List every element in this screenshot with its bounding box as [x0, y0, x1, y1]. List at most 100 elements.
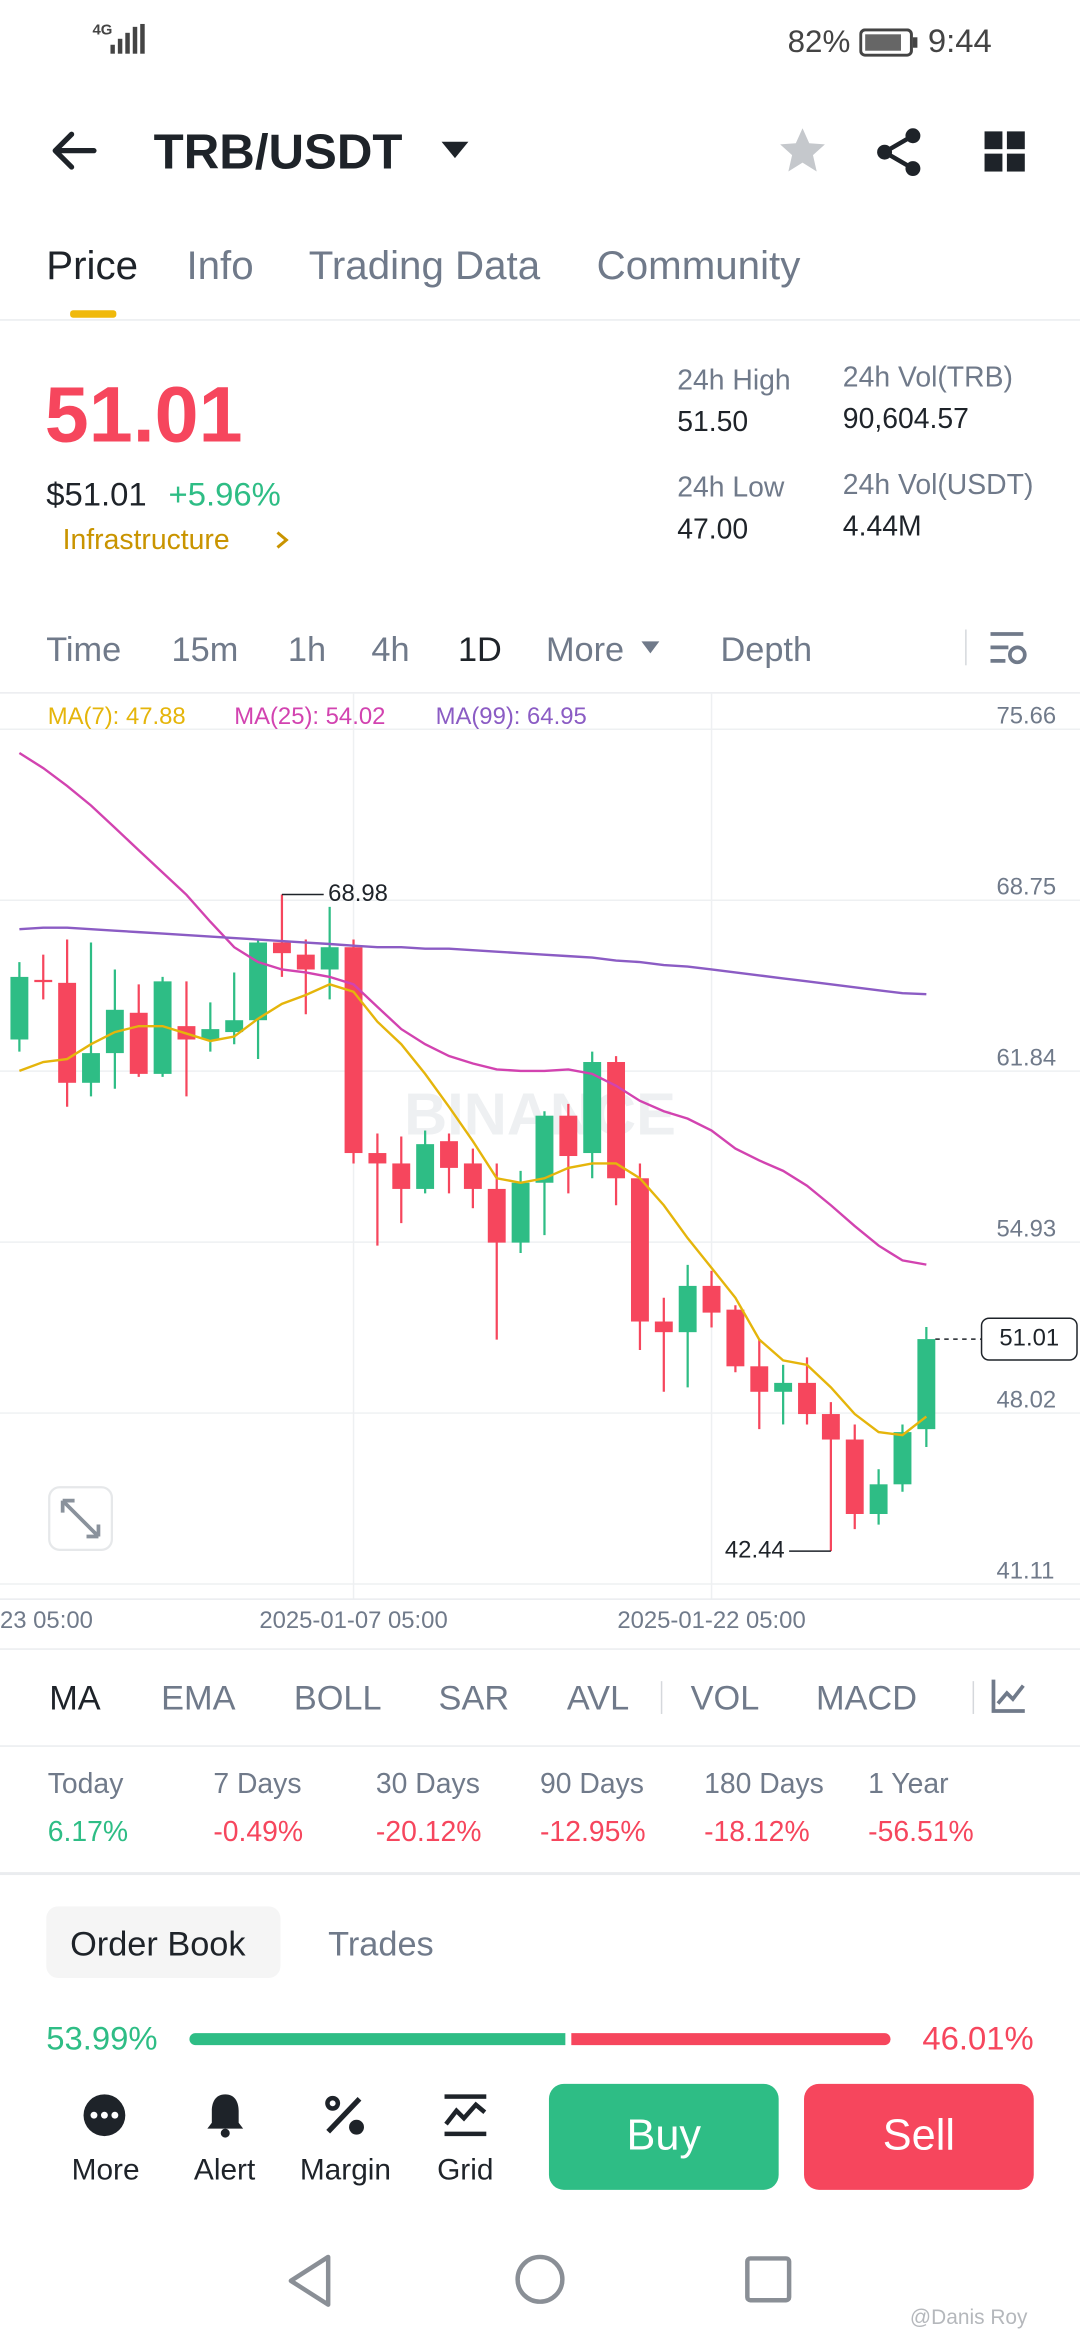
candle-body	[344, 947, 363, 1154]
nav-home[interactable]	[513, 2252, 570, 2309]
book-tab[interactable]: Trades	[328, 1924, 434, 1964]
interval[interactable]: 15m	[171, 629, 239, 669]
period-label: 180 Days	[704, 1769, 824, 1801]
divider	[0, 1648, 1080, 1650]
interval-active[interactable]: 1D	[457, 629, 502, 669]
candlestick-chart: BINANCE 75.6668.7561.8454.9348.0241.1120…	[0, 693, 1080, 1634]
y-tick-label: 68.75	[996, 874, 1056, 901]
chart-settings[interactable]	[988, 629, 1030, 668]
tab-pill[interactable]	[46, 1906, 281, 1978]
candle-body	[821, 1414, 840, 1440]
divider	[0, 692, 1080, 694]
y-tick-label: 61.84	[996, 1045, 1056, 1072]
nav-recent[interactable]	[744, 2255, 795, 2306]
action-label[interactable]: More	[71, 2154, 140, 2187]
tab[interactable]: Trading Data	[308, 243, 541, 288]
candle-body	[153, 981, 172, 1074]
interval[interactable]: Time	[46, 629, 122, 669]
period-change: -18.12%	[704, 1816, 810, 1849]
action-label[interactable]: Grid	[437, 2154, 494, 2187]
low-label: 42.44	[725, 1536, 785, 1563]
margin-icon[interactable]	[322, 2093, 367, 2138]
ma-legend: MA(25): 54.02	[234, 703, 385, 730]
tab-indicator	[70, 310, 117, 318]
indicator-active[interactable]: MA	[49, 1678, 101, 1717]
indicator[interactable]: MACD	[815, 1678, 917, 1717]
candle-body	[487, 1188, 506, 1243]
layout-button[interactable]	[984, 131, 1027, 173]
indicator-settings[interactable]	[990, 1678, 1026, 1714]
stat-value: 51.50	[677, 407, 749, 439]
pair-dropdown[interactable]	[440, 140, 470, 161]
period-label: 90 Days	[539, 1769, 644, 1801]
buy-ratio: 53.99%	[46, 2019, 158, 2058]
stat-value: 47.00	[677, 514, 749, 546]
candle-body	[798, 1382, 816, 1415]
candle-body	[607, 1062, 626, 1179]
clock: 9:44	[927, 22, 992, 60]
candle-body	[82, 1053, 100, 1083]
indicator[interactable]: BOLL	[293, 1678, 382, 1717]
candle-body	[845, 1439, 864, 1514]
interval[interactable]: Depth	[720, 629, 813, 669]
sell-ratio-bar	[570, 2033, 891, 2046]
indicator[interactable]: AVL	[566, 1678, 630, 1717]
candle-body	[440, 1141, 458, 1168]
more-icon[interactable]	[82, 2093, 127, 2138]
back-button[interactable]	[49, 128, 100, 173]
candle-body	[463, 1163, 482, 1189]
signal-icon	[110, 23, 145, 54]
candle-body	[225, 1020, 244, 1033]
divider	[0, 319, 1080, 321]
ratio-bar	[189, 2033, 891, 2046]
network: 4G	[92, 22, 113, 39]
separator	[965, 629, 967, 666]
candle-body	[654, 1321, 673, 1333]
ma-legend: MA(7): 47.88	[48, 703, 186, 730]
indicator[interactable]: EMA	[161, 1678, 236, 1717]
share-button[interactable]	[874, 127, 925, 178]
candle-body	[511, 1182, 530, 1243]
period-label: 1 Year	[868, 1769, 949, 1801]
candle-body	[774, 1382, 793, 1392]
candle-body	[535, 1115, 554, 1183]
interval[interactable]: 4h	[371, 629, 410, 669]
action-label[interactable]: Margin	[299, 2154, 392, 2187]
candle-body	[249, 942, 268, 1021]
ma-legend: MA(99): 64.95	[436, 703, 587, 730]
candle-body	[726, 1309, 745, 1367]
x-tick-label: 2025-01-22 05:00	[617, 1607, 805, 1634]
stat-label: 24h Vol(USDT)	[842, 469, 1034, 502]
candle-body	[272, 942, 291, 954]
interval[interactable]: More	[545, 629, 625, 669]
high-label: 68.98	[328, 880, 388, 907]
pair-title[interactable]: TRB/USDT	[153, 123, 403, 180]
indicator[interactable]: SAR	[438, 1678, 510, 1717]
sell-button[interactable]: Sell	[804, 2083, 1034, 2190]
stat-value: 90,604.57	[842, 404, 969, 436]
candle-body	[917, 1339, 936, 1430]
action-label[interactable]: Alert	[193, 2154, 256, 2187]
tab[interactable]: Info	[186, 243, 254, 288]
interval[interactable]: 1h	[287, 629, 327, 669]
alert-icon[interactable]	[204, 2091, 246, 2139]
buy-button[interactable]: Buy	[548, 2083, 779, 2190]
grid-icon[interactable]	[443, 2093, 488, 2138]
favorite-star[interactable]	[777, 125, 828, 176]
y-tick-label: 75.66	[996, 703, 1056, 730]
sector-tag[interactable]: Infrastructure	[62, 525, 230, 557]
nav-back[interactable]	[283, 2252, 337, 2309]
book-tab-active[interactable]: Order Book	[70, 1924, 246, 1964]
stat-label: 24h Low	[677, 472, 785, 505]
tab-active[interactable]: Price	[46, 243, 139, 288]
indicator[interactable]: VOL	[690, 1678, 760, 1717]
tab[interactable]: Community	[596, 243, 801, 288]
price-change: +5.96%	[168, 475, 281, 514]
candle-body	[129, 1012, 148, 1074]
expand-button[interactable]	[48, 1486, 113, 1551]
candle-body	[702, 1285, 721, 1313]
candle-body	[630, 1178, 649, 1322]
stat-label: 24h High	[677, 365, 791, 397]
